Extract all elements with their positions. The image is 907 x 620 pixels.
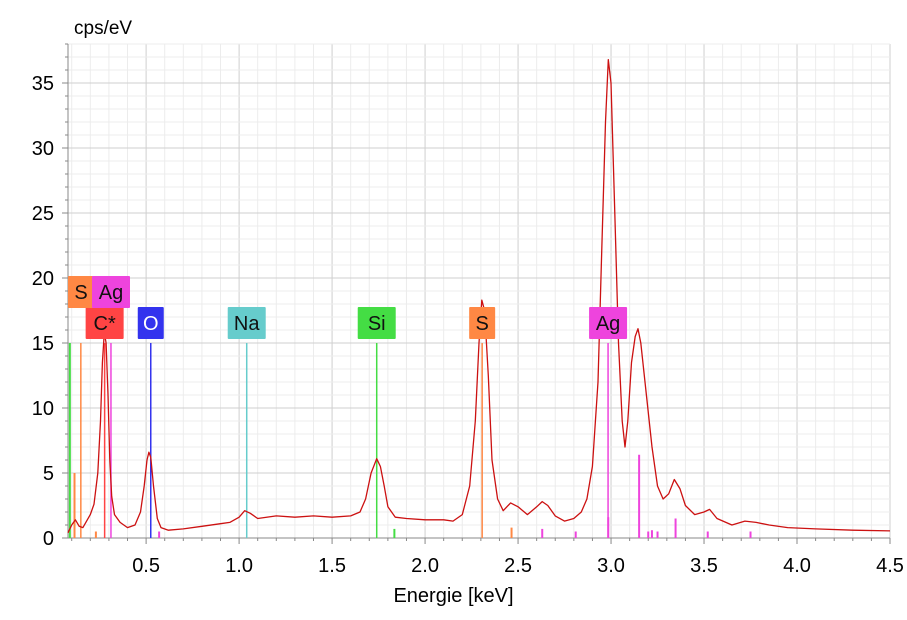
x-tick-label: 1.5 <box>318 555 346 577</box>
minor-emission-lines <box>68 343 752 538</box>
x-tick-label: 3.0 <box>597 555 625 577</box>
y-tick-label: 0 <box>43 528 54 550</box>
spectrum-series <box>67 58 891 534</box>
element-label: Ag <box>596 313 620 335</box>
x-tick-label: 4.0 <box>783 555 811 577</box>
spectrum-line <box>67 58 891 534</box>
element-label-box <box>357 307 396 339</box>
element-label: S <box>74 282 87 304</box>
tick-labels: 0 5 10 15 20 25 30 35 0.5 1.0 1.5 2.0 2.5 3.0 3.5 4.0 4.… <box>32 73 904 577</box>
x-tick-label: 2.5 <box>504 555 532 577</box>
element-label: S <box>475 313 488 335</box>
element-label: O <box>143 313 159 335</box>
element-label-box <box>227 307 266 339</box>
element-label-box <box>589 307 628 339</box>
element-label-box <box>137 307 164 339</box>
y-tick-label: 10 <box>32 398 54 420</box>
element-label: C* <box>94 313 116 335</box>
x-tick-label: 3.5 <box>690 555 718 577</box>
element-label-box <box>85 307 124 339</box>
y-axis-title: cps/eV <box>74 18 133 39</box>
element-label: Ag <box>99 282 123 304</box>
element-label-box <box>469 307 496 339</box>
grid-lines <box>68 43 891 539</box>
axes <box>62 43 891 544</box>
element-markers <box>80 343 609 538</box>
element-label: Si <box>368 313 386 335</box>
x-tick-label: 4.5 <box>876 555 904 577</box>
element-label-box <box>92 276 130 308</box>
y-tick-label: 30 <box>32 138 54 160</box>
y-tick-label: 25 <box>32 203 54 225</box>
element-label-boxes: C* O Na Si S Ag S Ag <box>68 276 628 339</box>
x-tick-label: 2.0 <box>411 555 439 577</box>
x-tick-label: 0.5 <box>132 555 160 577</box>
x-axis-title: Energie [keV] <box>393 585 514 607</box>
y-tick-label: 35 <box>32 73 54 95</box>
element-label-box <box>68 276 94 308</box>
y-tick-label: 5 <box>43 463 54 485</box>
element-label: Na <box>234 313 260 335</box>
y-tick-label: 15 <box>32 333 54 355</box>
y-tick-label: 20 <box>32 268 54 290</box>
x-tick-label: 1.0 <box>225 555 253 577</box>
